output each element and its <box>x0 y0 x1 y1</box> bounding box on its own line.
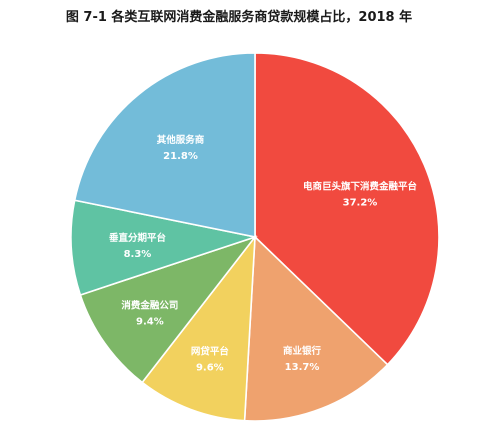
slice-label: 其他服务商 <box>157 134 205 146</box>
pie-slice <box>254 52 440 366</box>
slice-value-label: 9.6% <box>196 363 224 374</box>
pie-slice <box>243 235 389 422</box>
slice-value-label: 13.7% <box>285 362 320 373</box>
pie-slice <box>79 235 258 384</box>
chart-title: 图 7-1 各类互联网消费金融服务商贷款规模占比，2018 年 <box>65 10 413 25</box>
slice-value-label: 8.3% <box>124 249 152 260</box>
slice-value-label: 21.8% <box>163 151 198 162</box>
pie-slice <box>141 234 256 422</box>
slice-label: 垂直分期平台 <box>109 232 167 244</box>
slice-label: 网贷平台 <box>191 346 230 358</box>
pie-slices <box>70 52 440 422</box>
slice-label: 电商巨头旗下消费金融平台 <box>303 180 418 192</box>
pie-slice <box>70 199 259 296</box>
pie-slice <box>73 52 256 238</box>
slice-label: 商业银行 <box>283 345 322 357</box>
slice-label: 消费金融公司 <box>121 299 178 311</box>
pie-labels: 电商巨头旗下消费金融平台 37.2% 商业银行 13.7% 网贷平台 9.6% 消费金融公司… <box>109 134 418 374</box>
slice-value-label: 37.2% <box>343 197 378 208</box>
slice-value-label: 9.4% <box>136 316 164 327</box>
